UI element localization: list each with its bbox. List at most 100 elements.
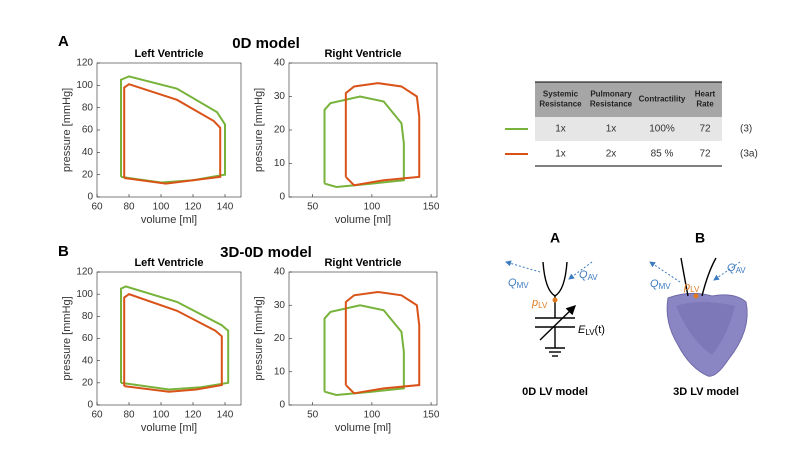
symbol-main: E <box>578 324 586 336</box>
x-tick-label: 120 <box>185 410 202 421</box>
x-tick-label: 100 <box>153 410 170 421</box>
table-cell: 1x <box>606 124 617 135</box>
y-tick-label: 30 <box>274 91 286 102</box>
y-tick-label: 100 <box>76 289 93 300</box>
table-header-bg <box>535 82 722 117</box>
x-tick-label: 100 <box>153 202 170 213</box>
x-tick-label: 120 <box>185 202 202 213</box>
y-axis-label: pressure [mmHg] <box>61 296 73 380</box>
x-tick-label: 100 <box>364 202 381 213</box>
y-tick-label: 40 <box>274 267 286 278</box>
chart-title: Right Ventricle <box>324 48 401 60</box>
x-tick-label: 150 <box>423 410 440 421</box>
x-tick-label: 150 <box>423 202 440 213</box>
symbol-label: pLV <box>531 297 548 310</box>
y-tick-label: 80 <box>82 311 94 322</box>
pv-loop <box>123 293 223 393</box>
flow-arrow <box>713 261 741 281</box>
pv-loop <box>344 82 421 187</box>
table-header: Rate <box>696 100 714 109</box>
chart-title: Left Ventricle <box>134 257 203 269</box>
y-tick-label: 30 <box>274 300 286 311</box>
x-tick-label: 60 <box>91 202 103 213</box>
equation-ref: (3) <box>740 124 752 135</box>
x-tick-label: 140 <box>217 202 234 213</box>
flow-arrow <box>568 261 593 280</box>
y-tick-label: 100 <box>76 80 93 91</box>
x-axis-label: volume [ml] <box>141 422 197 434</box>
table-cell: 72 <box>699 124 711 135</box>
x-tick-label: 80 <box>123 410 135 421</box>
vessels <box>680 257 717 297</box>
y-tick-label: 20 <box>82 169 94 180</box>
x-tick-label: 50 <box>307 202 319 213</box>
equation-ref: (3a) <box>740 149 758 160</box>
y-tick-label: 120 <box>76 267 93 278</box>
table-header: Contractility <box>639 95 686 104</box>
symbol-label: QAV <box>579 269 598 282</box>
y-tick-label: 60 <box>82 333 94 344</box>
y-tick-label: 40 <box>82 355 94 366</box>
y-tick-label: 40 <box>274 58 286 69</box>
symbol-main: p <box>531 297 538 309</box>
symbol-main: Q <box>579 269 588 281</box>
y-tick-label: 10 <box>274 158 286 169</box>
symbol-sub: LV <box>538 301 548 310</box>
x-axis-label: volume [ml] <box>335 214 391 226</box>
table-cell: 1x <box>555 124 566 135</box>
symbol-sub: LV <box>585 328 595 337</box>
section-title: 3D-0D model <box>220 244 312 261</box>
symbol-sub: LV <box>690 285 700 294</box>
table-header: Pulmonary <box>590 90 632 99</box>
panel-label: B <box>58 243 69 260</box>
symbol-rest: (t) <box>595 324 605 336</box>
x-axis-label: volume [ml] <box>335 422 391 434</box>
y-tick-label: 60 <box>82 125 94 136</box>
chart-title: Left Ventricle <box>134 48 203 60</box>
flow-arrow <box>505 260 541 273</box>
symbol-main: Q <box>650 278 659 290</box>
y-tick-label: 20 <box>274 333 286 344</box>
diagram-label: A <box>550 230 560 246</box>
symbol-main: Q <box>727 262 736 274</box>
x-tick-label: 50 <box>307 410 319 421</box>
y-tick-label: 10 <box>274 366 286 377</box>
heart-shade <box>676 302 735 355</box>
x-tick-label: 140 <box>217 410 234 421</box>
y-tick-label: 0 <box>279 400 285 411</box>
y-tick-label: 0 <box>87 400 93 411</box>
symbol-sub: MV <box>659 282 672 291</box>
y-tick-label: 120 <box>76 58 93 69</box>
x-tick-label: 100 <box>364 410 381 421</box>
symbol-sub: MV <box>517 281 530 290</box>
table-row-bg <box>535 117 722 141</box>
symbol-label: QAV <box>727 262 746 275</box>
y-tick-label: 80 <box>82 102 94 113</box>
y-axis-label: pressure [mmHg] <box>253 296 265 380</box>
table-header: Systemic <box>543 90 579 99</box>
symbol-main: Q <box>508 277 517 289</box>
table-cell: 72 <box>699 149 711 160</box>
symbol-main: p <box>683 281 690 293</box>
table-cell: 100% <box>649 124 675 135</box>
pressure-node <box>552 297 558 303</box>
symbol-label: QMV <box>508 277 529 290</box>
symbol-label: QMV <box>650 278 671 291</box>
symbol-label: pLV <box>683 281 700 294</box>
pv-loop <box>344 290 421 395</box>
chart-title: Right Ventricle <box>324 257 401 269</box>
symbol-sub: AV <box>588 273 599 282</box>
x-tick-label: 80 <box>123 202 135 213</box>
table-header: Resistance <box>590 100 633 109</box>
diagram-label: B <box>695 230 705 246</box>
diagram-caption: 3D LV model <box>673 386 739 398</box>
table-cell: 1x <box>555 149 566 160</box>
table-cell: 2x <box>606 149 617 160</box>
x-tick-label: 60 <box>91 410 103 421</box>
panel-label: A <box>58 33 69 50</box>
section-title: 0D model <box>232 35 300 52</box>
y-axis-label: pressure [mmHg] <box>61 88 73 172</box>
diagram-caption: 0D LV model <box>522 386 588 398</box>
y-tick-label: 0 <box>279 192 285 203</box>
